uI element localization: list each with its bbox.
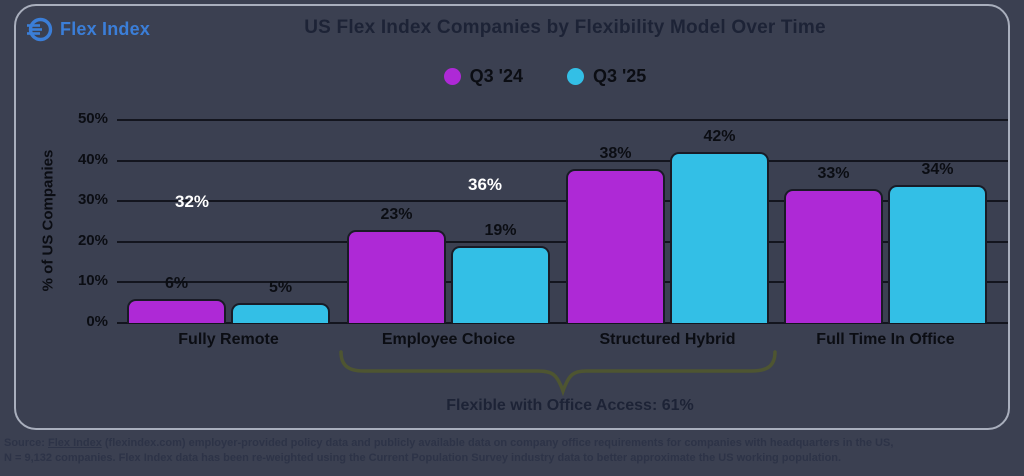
y-tick-label-40: 40% <box>77 150 108 168</box>
gridline-0 <box>117 322 1008 324</box>
y-tick-label-30: 30% <box>77 191 108 209</box>
bar-q3-24-employee-choice <box>347 229 446 323</box>
source-footnote-line1: Source: Flex Index (flexindex.com) emplo… <box>4 437 894 449</box>
bar-q3-24-fully-remote <box>127 298 226 323</box>
y-tick-label-10: 10% <box>77 272 108 290</box>
y-tick-label-20: 20% <box>77 231 108 249</box>
bar-value-q3-25-fully-remote: 5% <box>268 278 293 296</box>
flex-index-link[interactable]: Flex Index <box>48 437 102 449</box>
bar-value-q3-24-structured-hybrid: 38% <box>599 144 632 162</box>
bar-value-q3-24-employee-choice: 23% <box>380 205 413 223</box>
gridline-10 <box>117 281 1008 284</box>
legend-item-q3-25: Q3 '25 <box>567 66 646 87</box>
bar-q3-25-structured-hybrid <box>670 152 769 323</box>
bar-q3-24-full-time-in-office <box>784 189 883 323</box>
bar-value-q3-25-full-time-in-office: 34% <box>921 160 954 178</box>
y-tick-label-50: 50% <box>77 110 108 127</box>
legend-label-q3-24: Q3 '24 <box>469 66 523 86</box>
chart-title: US Flex Index Companies by Flexibility M… <box>304 17 826 38</box>
x-category-label-full-time-in-office: Full Time In Office <box>816 331 955 348</box>
chart-legend: Q3 '24 Q3 '25 <box>0 66 1024 87</box>
bar-value-q3-25-employee-choice: 19% <box>484 221 517 239</box>
gridline-30 <box>117 200 1008 203</box>
gridline-50 <box>117 119 1008 121</box>
bar-value-q3-25-structured-hybrid: 42% <box>703 128 736 146</box>
flex-index-logo-icon <box>26 16 53 43</box>
legend-dot-q3-24 <box>443 68 461 85</box>
brace-label: Flexible with Office Access: 61% <box>446 397 694 414</box>
source-footnote: Source: Flex Index (flexindex.com) emplo… <box>4 436 1022 466</box>
gridline-40 <box>117 159 1008 162</box>
x-category-label-employee-choice: Employee Choice <box>381 331 516 348</box>
bar-q3-25-full-time-in-office <box>888 184 987 323</box>
source-footnote-line2: N = 9,132 companies. Flex Index data has… <box>4 452 842 464</box>
y-tick-label-0: 0% <box>86 313 108 330</box>
bar-value-q3-24-full-time-in-office: 33% <box>817 165 850 183</box>
x-category-label-structured-hybrid: Structured Hybrid <box>599 331 736 348</box>
bar-value-q3-24-fully-remote: 6% <box>164 274 189 292</box>
legend-dot-q3-25 <box>567 68 584 85</box>
gridline-20 <box>117 240 1008 243</box>
legend-label-q3-25: Q3 '25 <box>593 66 647 86</box>
annotation-36: 36% <box>467 175 503 194</box>
bar-q3-24-structured-hybrid <box>566 168 665 323</box>
legend-item-q3-24: Q3 '24 <box>443 66 523 87</box>
x-category-label-fully-remote: Fully Remote <box>178 331 279 348</box>
annotation-32: 32% <box>174 192 210 211</box>
flex-index-logo-text: Flex Index <box>60 19 151 39</box>
bar-q3-25-fully-remote <box>231 302 330 323</box>
bar-q3-25-employee-choice <box>451 245 550 323</box>
flex-index-logo: Flex Index <box>26 16 150 43</box>
